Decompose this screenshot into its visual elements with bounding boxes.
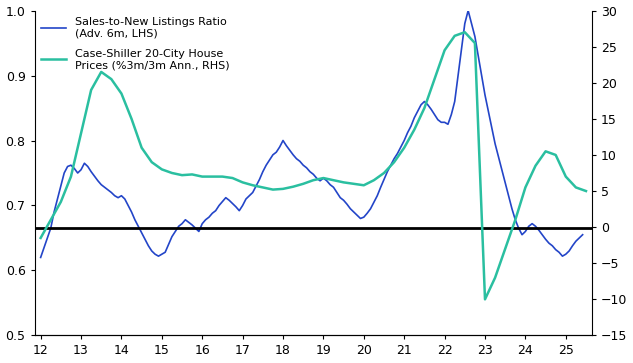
Line: Sales-to-New Listings Ratio
(Adv. 6m, LHS): Sales-to-New Listings Ratio (Adv. 6m, LH… [41, 11, 582, 257]
Case-Shiller 20-City House
Prices (%3m/3m Ann., RHS) [168, 171, 176, 175]
Case-Shiller 20-City House
Prices (%3m/3m Ann., RHS) [138, 146, 146, 150]
Line: Case-Shiller 20-City House
Prices (%3m/3m Ann., RHS): Case-Shiller 20-City House Prices (%3m/3… [41, 32, 586, 299]
Case-Shiller 20-City House
Prices (%3m/3m Ann., RHS) [461, 30, 468, 34]
Case-Shiller 20-City House
Prices (%3m/3m Ann., RHS) [542, 149, 549, 154]
Legend: Sales-to-New Listings Ratio
(Adv. 6m, LHS), Case-Shiller 20-City House
Prices (%: Sales-to-New Listings Ratio (Adv. 6m, LH… [38, 14, 232, 74]
Sales-to-New Listings Ratio
(Adv. 6m, LHS) [579, 233, 586, 237]
Sales-to-New Listings Ratio
(Adv. 6m, LHS) [37, 255, 44, 260]
Case-Shiller 20-City House
Prices (%3m/3m Ann., RHS) [37, 236, 44, 240]
Sales-to-New Listings Ratio
(Adv. 6m, LHS) [84, 164, 92, 169]
Sales-to-New Listings Ratio
(Adv. 6m, LHS) [394, 151, 401, 156]
Case-Shiller 20-City House
Prices (%3m/3m Ann., RHS) [572, 185, 580, 189]
Case-Shiller 20-City House
Prices (%3m/3m Ann., RHS) [481, 297, 489, 302]
Sales-to-New Listings Ratio
(Adv. 6m, LHS) [212, 208, 220, 213]
Sales-to-New Listings Ratio
(Adv. 6m, LHS) [471, 34, 479, 39]
Sales-to-New Listings Ratio
(Adv. 6m, LHS) [465, 8, 472, 13]
Case-Shiller 20-City House
Prices (%3m/3m Ann., RHS) [239, 180, 246, 184]
Sales-to-New Listings Ratio
(Adv. 6m, LHS) [215, 203, 223, 208]
Case-Shiller 20-City House
Prices (%3m/3m Ann., RHS) [97, 70, 105, 74]
Sales-to-New Listings Ratio
(Adv. 6m, LHS) [475, 54, 482, 58]
Case-Shiller 20-City House
Prices (%3m/3m Ann., RHS) [582, 189, 590, 193]
